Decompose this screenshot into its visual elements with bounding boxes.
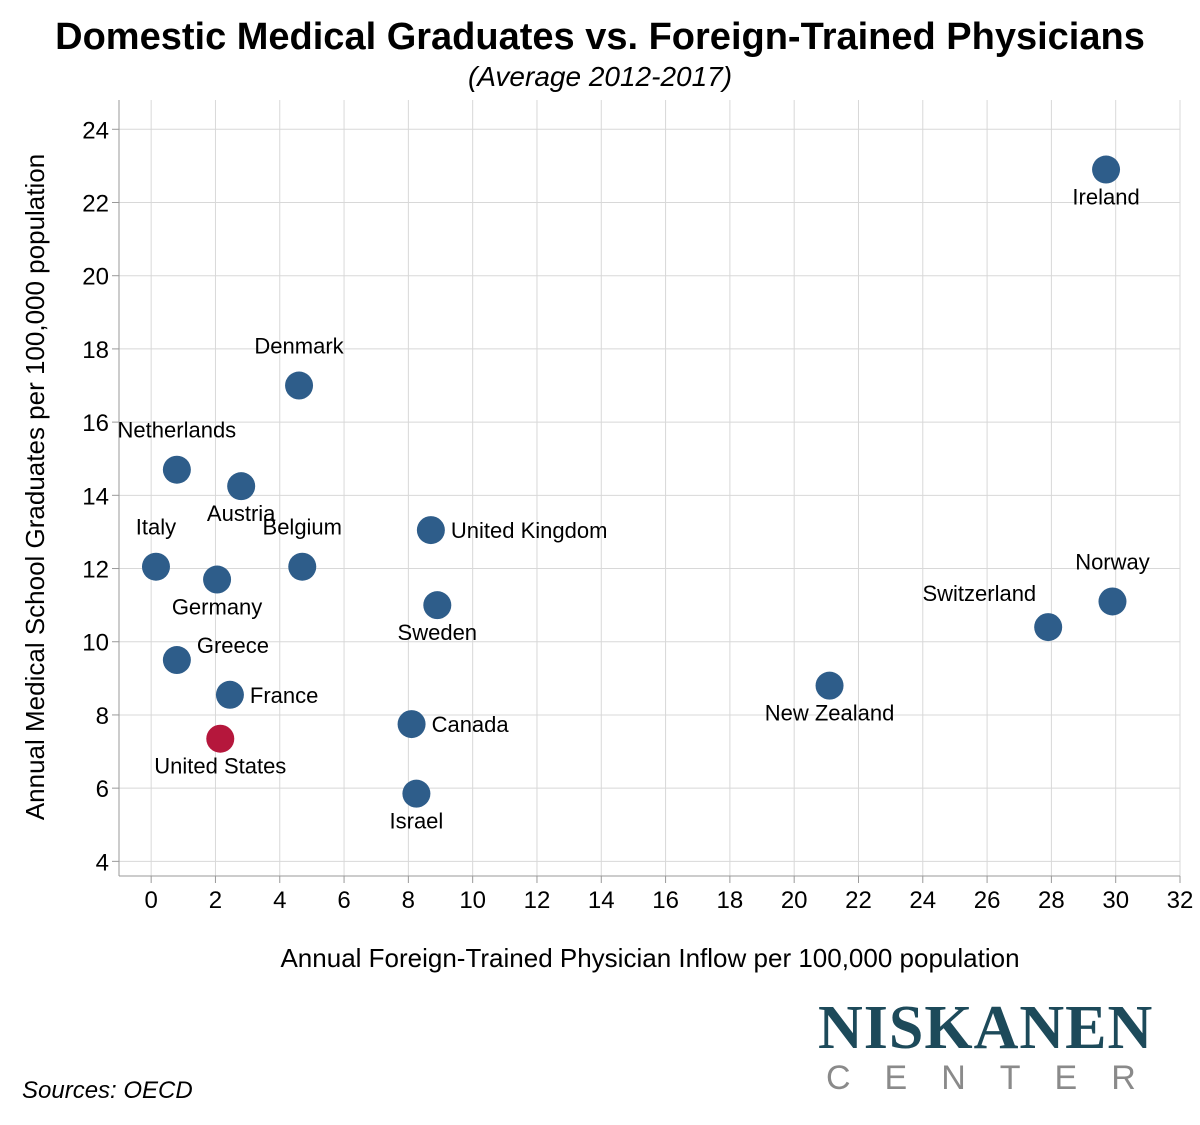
x-tick-label: 4 [273,887,286,914]
x-tick-label: 12 [524,887,551,914]
data-point [416,516,445,545]
logo-subtitle: CENTER [826,1059,1170,1097]
point-label: Netherlands [118,418,237,443]
data-point [162,455,191,484]
data-point [288,552,317,581]
data-points [141,155,1127,808]
point-label: France [250,683,318,708]
data-point [206,724,235,753]
point-label: Israel [390,809,444,834]
data-point [1098,587,1127,616]
data-point [1034,613,1063,642]
data-point [1092,155,1121,184]
x-tick-label: 0 [144,887,157,914]
point-label: Norway [1075,549,1150,574]
point-label: Greece [197,633,269,658]
axes [112,100,1181,883]
data-point [402,779,431,808]
data-point [423,591,452,620]
x-tick-label: 14 [588,887,615,914]
data-point [203,565,232,594]
point-labels: Ireland Denmark Netherlands Austria United K… [118,185,1150,834]
point-label: Germany [172,595,262,620]
y-tick-label: 14 [82,483,109,510]
x-tick-label: 6 [337,887,350,914]
point-label: Belgium [263,515,342,540]
chart-subtitle: (Average 2012-2017) [467,61,733,92]
x-tick-label: 8 [402,887,415,914]
logo-wordmark: NISKANEN [818,994,1154,1062]
y-tick-label: 10 [82,630,109,657]
tick-labels: 0 2 4 6 8 10 12 14 16 18 20 22 24 26 28 30 3246810121416… [82,117,1193,914]
data-point [227,472,256,501]
source-note: Sources: OECD [22,1077,193,1104]
chart-title: Domestic Medical Graduates vs. Foreign-T… [55,16,1145,58]
y-tick-label: 20 [82,264,109,291]
grid-lines [119,100,1181,876]
point-label: Ireland [1072,185,1139,210]
y-tick-label: 24 [82,117,109,144]
point-label: Italy [136,515,176,540]
y-tick-label: 6 [96,776,109,803]
point-label: United States [154,754,286,779]
niskanen-center-logo: NISKANEN CENTER [818,996,1163,1096]
point-label: Switzerland [922,581,1036,606]
point-label: Austria [207,501,276,526]
y-tick-label: 8 [96,703,109,730]
y-tick-label: 4 [96,849,109,876]
x-tick-label: 20 [781,887,808,914]
data-point [397,710,426,739]
y-axis-title: Annual Medical School Graduates per 100,… [20,154,50,820]
data-point [162,646,191,675]
x-tick-label: 32 [1167,887,1194,914]
x-tick-label: 10 [459,887,486,914]
x-tick-label: 30 [1102,887,1129,914]
x-tick-label: 26 [974,887,1001,914]
y-tick-label: 22 [82,190,109,217]
y-tick-label: 12 [82,557,109,584]
y-tick-label: 16 [82,410,109,437]
x-tick-label: 16 [652,887,679,914]
data-point [215,680,244,709]
point-label: Sweden [398,620,478,645]
x-tick-label: 18 [717,887,744,914]
x-tick-label: 2 [209,887,222,914]
x-tick-label: 22 [845,887,872,914]
point-label: Denmark [254,334,344,359]
data-point [285,371,314,400]
data-point [815,671,844,700]
y-tick-label: 18 [82,337,109,364]
x-tick-label: 24 [909,887,936,914]
data-point [141,552,170,581]
point-label: United Kingdom [451,518,608,543]
x-tick-label: 28 [1038,887,1065,914]
point-label: Canada [432,712,510,737]
point-label: New Zealand [765,701,895,726]
x-axis-title: Annual Foreign-Trained Physician Inflow … [280,943,1019,973]
